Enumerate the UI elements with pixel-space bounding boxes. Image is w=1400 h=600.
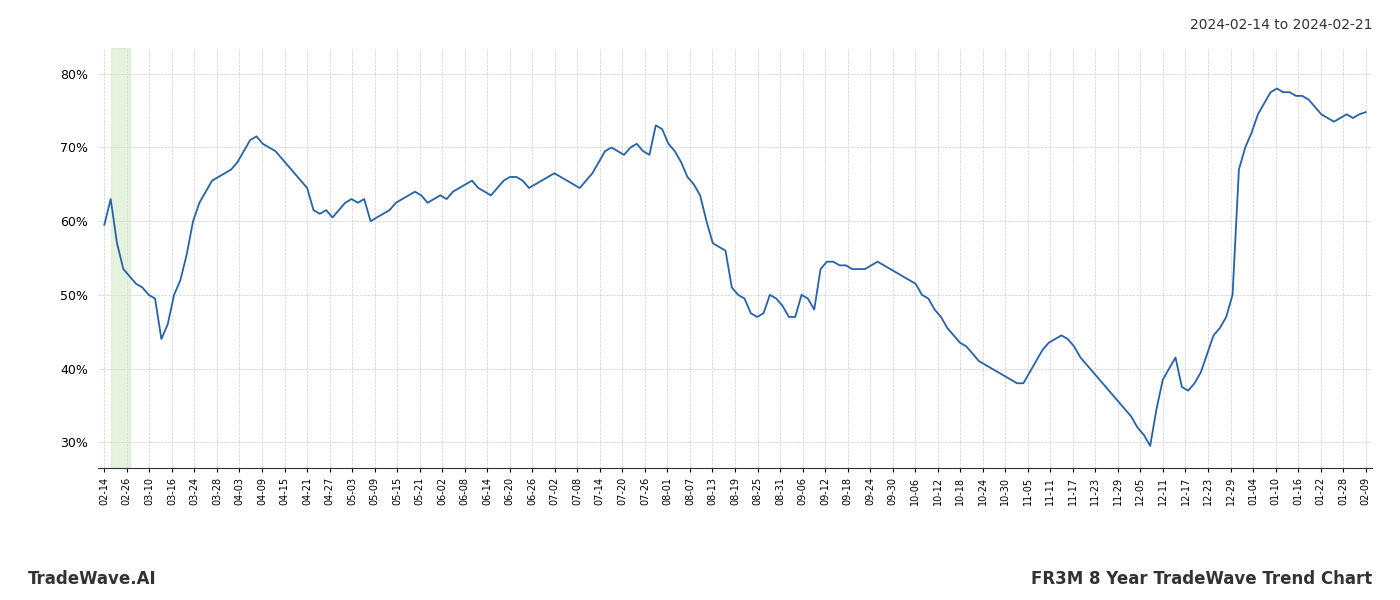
Text: FR3M 8 Year TradeWave Trend Chart: FR3M 8 Year TradeWave Trend Chart [1030,570,1372,588]
Text: 2024-02-14 to 2024-02-21: 2024-02-14 to 2024-02-21 [1190,18,1372,32]
Bar [111,48,130,468]
Text: TradeWave.AI: TradeWave.AI [28,570,157,588]
